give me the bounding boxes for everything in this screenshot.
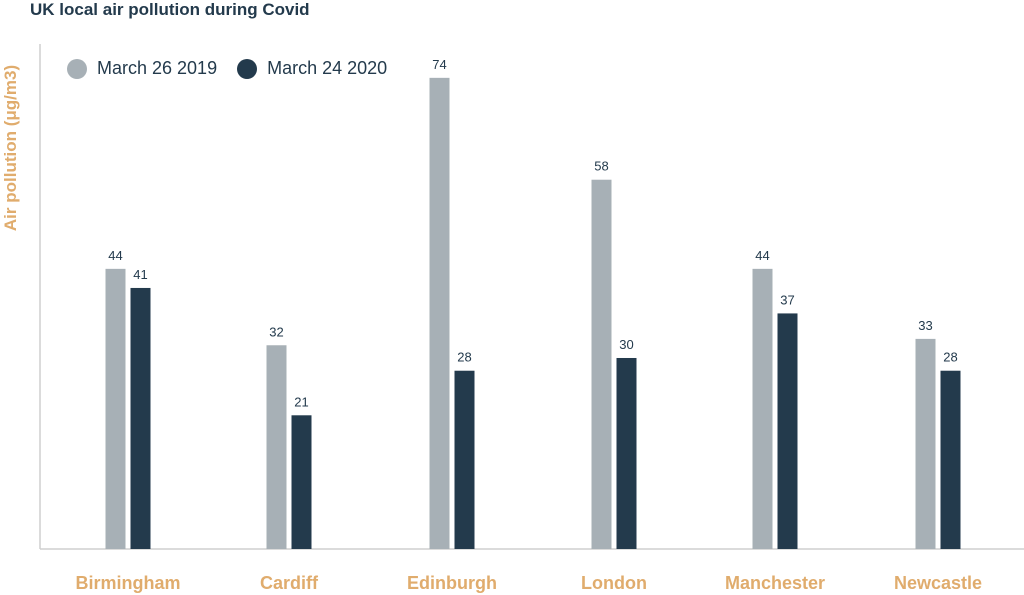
chart-legend: March 26 2019 March 24 2020 [67, 58, 407, 79]
bar-birmingham-2020 [130, 287, 151, 549]
data-label-london-2020: 30 [619, 337, 633, 352]
data-label-cardiff-2019: 32 [269, 324, 283, 339]
legend-swatch-2019 [67, 58, 87, 79]
bar-cardiff-2020 [291, 415, 312, 549]
bar-edinburgh-2019 [429, 77, 450, 549]
category-label-newcastle: Newcastle [894, 573, 982, 593]
chart-title: UK local air pollution during Covid [30, 0, 310, 19]
legend-item-2020: March 24 2020 [237, 58, 387, 79]
bar-london-2020 [616, 357, 637, 549]
data-label-manchester-2020: 37 [780, 292, 794, 307]
data-label-london-2019: 58 [594, 159, 608, 174]
bar-newcastle-2020 [940, 370, 961, 549]
data-label-newcastle-2019: 33 [918, 318, 932, 333]
category-label-manchester: Manchester [725, 573, 825, 593]
legend-item-2019: March 26 2019 [67, 58, 217, 79]
data-label-birmingham-2019: 44 [108, 248, 122, 263]
bar-manchester-2019 [752, 268, 773, 549]
category-label-edinburgh: Edinburgh [407, 573, 497, 593]
bar-edinburgh-2020 [454, 370, 475, 549]
bar-newcastle-2019 [915, 338, 936, 549]
bar-birmingham-2019 [105, 268, 126, 549]
bar-cardiff-2019 [266, 345, 287, 549]
data-label-newcastle-2020: 28 [943, 350, 957, 365]
data-label-manchester-2019: 44 [755, 248, 769, 263]
y-axis-label: Air pollution (μg/m3) [1, 65, 20, 231]
legend-swatch-2020 [237, 58, 258, 79]
bar-london-2019 [591, 179, 612, 550]
bar-manchester-2020 [777, 313, 798, 549]
legend-label-2020: March 24 2020 [267, 58, 388, 78]
data-label-edinburgh-2019: 74 [432, 57, 446, 72]
category-label-birmingham: Birmingham [75, 573, 180, 593]
category-label-cardiff: Cardiff [260, 573, 319, 593]
data-label-birmingham-2020: 41 [133, 267, 147, 282]
legend-label-2019: March 26 2019 [97, 58, 218, 78]
data-label-edinburgh-2020: 28 [457, 350, 471, 365]
data-label-cardiff-2020: 21 [294, 394, 308, 409]
category-label-london: London [581, 573, 647, 593]
